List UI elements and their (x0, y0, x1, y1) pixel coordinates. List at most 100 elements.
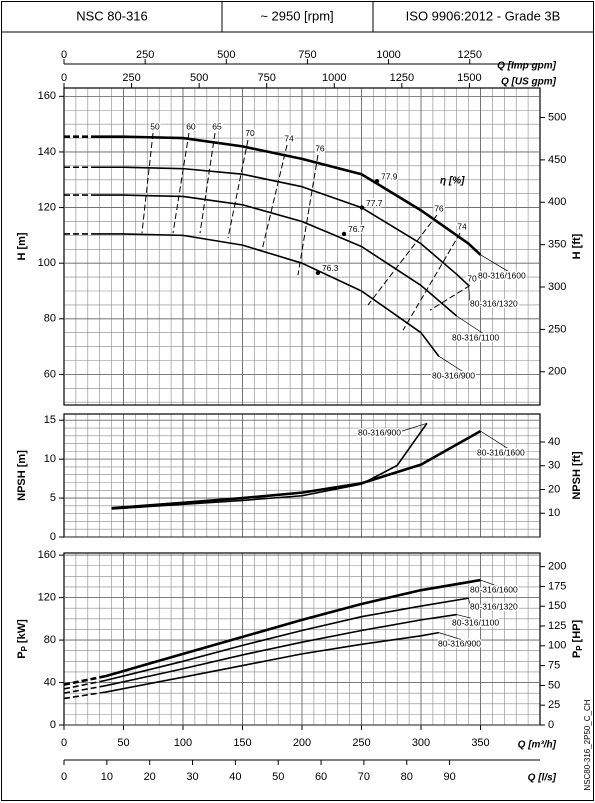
axis-symbol: P (16, 651, 28, 658)
x-tick-label: 20 (144, 771, 156, 783)
y2-tick-label: 10 (548, 507, 560, 519)
y2-tick-label: 125 (548, 620, 566, 632)
x-tick-label: 1250 (457, 49, 481, 61)
x-tick-label: 40 (229, 771, 241, 783)
header-model: NSC 80-316 (76, 8, 148, 23)
curve-label-leader (468, 285, 471, 305)
header-speed: ~ 2950 [rpm] (260, 8, 333, 23)
efficiency-label: 65 (212, 121, 222, 131)
curve-label-leader (456, 315, 491, 339)
y-axis-title: PP [kW] (16, 619, 29, 659)
x-axis-title: Q [l/s] (528, 773, 557, 784)
x-tick-label: 90 (443, 771, 455, 783)
axis-unit: [HP] (571, 620, 583, 643)
x-tick-label: 250 (122, 72, 140, 84)
efficiency-line (297, 154, 319, 276)
y2-tick-label: 250 (548, 323, 566, 335)
y-tick-label: 160 (38, 549, 56, 561)
y2-tick-label: 450 (548, 154, 566, 166)
x-tick-label: 10 (101, 771, 113, 783)
curve (111, 422, 428, 510)
curve-label: 80-316/1600 (478, 270, 526, 280)
y2-tick-label: 500 (548, 111, 566, 123)
x-tick-label: 250 (136, 49, 154, 61)
x-axis-title: Q [US gpm] (501, 77, 557, 88)
y2-tick-label: 200 (548, 366, 566, 378)
axis-unit: [kW] (16, 619, 28, 643)
efficiency-line (367, 214, 438, 306)
curve-label: 80-316/1100 (452, 617, 499, 627)
y-tick-label: 120 (38, 201, 56, 213)
y-tick-label: 5 (50, 492, 56, 504)
curve-label-leader (456, 614, 491, 624)
x-tick-label: 1500 (457, 72, 481, 84)
x-tick-label: 750 (298, 49, 316, 61)
efficiency-line (227, 139, 249, 239)
efficiency-point-label: 76.3 (322, 263, 339, 273)
y-tick-label: 40 (44, 676, 56, 688)
y-tick-label: 10 (44, 453, 56, 465)
efficiency-label: 74 (284, 133, 294, 143)
curve (64, 166, 470, 287)
x-tick-label: 350 (471, 737, 489, 749)
efficiency-point-label: 77.7 (366, 198, 383, 208)
efficiency-line (141, 132, 154, 234)
curve (63, 613, 457, 694)
y-tick-label: 100 (38, 257, 56, 269)
y-axis-title: PP [HP] (571, 620, 584, 659)
x-tick-label: 60 (315, 771, 327, 783)
efficiency-line (429, 285, 471, 311)
y2-tick-label: 100 (548, 640, 566, 652)
y-tick-label: 0 (50, 719, 56, 731)
y-tick-label: 160 (38, 90, 56, 102)
x-tick-label: 1000 (376, 49, 400, 61)
y-axis-title: NPSH [m] (16, 450, 28, 501)
efficiency-label: 70 (467, 274, 477, 284)
curve (64, 233, 440, 357)
y2-tick-label: 400 (548, 196, 566, 208)
x-tick-label: 0 (61, 771, 67, 783)
efficiency-line (261, 144, 288, 251)
curve-label: 80-316/1320 (470, 601, 518, 611)
x-tick-label: 300 (412, 737, 430, 749)
y2-tick-label: 300 (548, 281, 566, 293)
y-tick-label: 15 (44, 414, 56, 426)
curve (111, 429, 482, 510)
curve-label-leader (395, 423, 428, 434)
curve-label: 80-316/900 (432, 370, 475, 380)
y2-tick-label: 200 (548, 561, 566, 573)
curve-label: 80-316/1320 (470, 298, 518, 308)
x-tick-label: 100 (174, 737, 192, 749)
x-tick-label: 50 (272, 771, 284, 783)
curve-label-leader (480, 430, 516, 454)
x-tick-label: 0 (61, 72, 67, 84)
y-tick-label: 60 (44, 368, 56, 380)
efficiency-line (402, 232, 461, 331)
curve-label-leader (438, 356, 471, 377)
efficiency-label: 76 (315, 143, 325, 153)
curve-label-leader (480, 579, 509, 591)
efficiency-label: 60 (186, 121, 196, 131)
curve (63, 597, 469, 690)
axis-symbol: P (571, 651, 583, 658)
y-tick-label: 120 (38, 591, 56, 603)
x-tick-label: 0 (61, 49, 67, 61)
plot-frame (63, 87, 541, 406)
curve-label-leader (480, 254, 517, 277)
x-tick-label: 150 (233, 737, 251, 749)
x-tick-label: 750 (258, 72, 276, 84)
y-tick-label: 0 (50, 531, 56, 543)
curve-label: 80-316/1600 (477, 447, 525, 457)
y2-tick-label: 0 (548, 719, 554, 731)
y-tick-label: 80 (44, 313, 56, 325)
curve (63, 631, 439, 700)
curve (64, 194, 458, 317)
y-axis-title: H [ft] (571, 233, 583, 259)
efficiency-point (341, 231, 347, 237)
x-axis-title: Q [m³/h] (518, 740, 557, 751)
x-tick-label: 50 (117, 737, 129, 749)
y2-tick-label: 40 (548, 436, 560, 448)
curve-label: 80-316/1100 (452, 332, 499, 342)
x-axis-title: Q [Imp gpm] (497, 61, 557, 72)
